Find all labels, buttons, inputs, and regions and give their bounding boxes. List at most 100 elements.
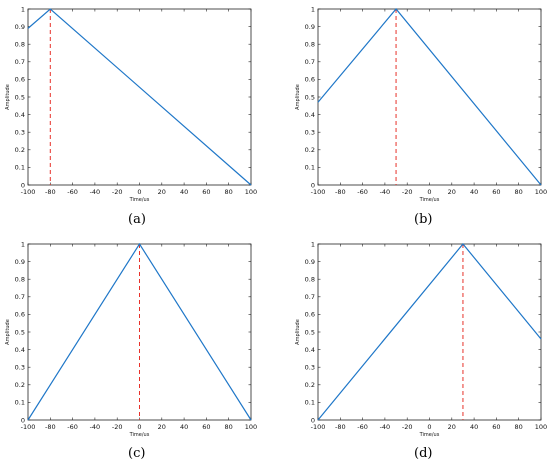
y-tick-label: 0.6: [305, 76, 315, 84]
y-tick-label: 1: [311, 5, 315, 13]
x-tick-label: 0: [137, 423, 141, 431]
y-tick-label: 0.3: [305, 364, 315, 372]
y-tick-label: 0.7: [305, 58, 315, 66]
y-tick-label: 0.3: [305, 129, 315, 137]
x-tick-label: 20: [158, 188, 166, 196]
y-tick-label: 0.2: [15, 146, 25, 154]
x-tick-label: -40: [380, 423, 391, 431]
y-tick-label: 0.9: [305, 23, 315, 31]
y-tick-label: 0.7: [15, 293, 25, 301]
y-tick-label: 0.7: [15, 58, 25, 66]
x-tick-label: 80: [225, 423, 233, 431]
plot-frame: [317, 243, 542, 421]
x-tick-label: -40: [90, 188, 101, 196]
x-tick-label: 80: [225, 188, 233, 196]
y-tick-label: 0.4: [15, 346, 25, 354]
x-tick-label: 100: [245, 188, 257, 196]
y-tick-label: 0.2: [305, 146, 315, 154]
y-tick-label: 0.5: [305, 328, 315, 336]
x-tick-label: -100: [21, 423, 36, 431]
y-axis-label: Amplitude: [295, 84, 301, 110]
y-axis-label: Amplitude: [5, 319, 11, 345]
y-tick-label: 0.5: [305, 93, 315, 101]
series-line: [27, 8, 252, 186]
y-tick-label: 0.8: [305, 41, 315, 49]
y-tick-label: 0.6: [15, 311, 25, 319]
x-tick-label: 100: [535, 188, 547, 196]
x-tick-label: -40: [380, 188, 391, 196]
x-tick-label: -20: [112, 188, 123, 196]
y-tick-label: 0: [21, 416, 25, 424]
x-tick-label: 0: [427, 423, 431, 431]
y-tick-label: 0.5: [15, 328, 25, 336]
y-tick-label: 1: [21, 5, 25, 13]
x-tick-label: 60: [492, 188, 500, 196]
y-tick-label: 0.4: [305, 346, 315, 354]
x-tick-label: 20: [448, 188, 456, 196]
x-tick-label: -80: [335, 188, 346, 196]
x-tick-label: 40: [470, 188, 478, 196]
y-tick-label: 0.5: [15, 93, 25, 101]
x-axis-label: Time/us: [419, 432, 440, 438]
y-tick-label: 1: [21, 240, 25, 248]
y-tick-label: 0.9: [305, 258, 315, 266]
y-tick-label: 0.6: [305, 311, 315, 319]
x-tick-label: -100: [311, 188, 326, 196]
chart-panel-b: -100 -80 -60 -40 -20 0 20 40 60 80 100 0 0.1 0.2 0.3 0.…: [295, 5, 547, 203]
y-tick-label: 0: [311, 416, 315, 424]
y-tick-label: 0: [21, 181, 25, 189]
y-tick-label: 1: [311, 240, 315, 248]
x-tick-label: 0: [427, 188, 431, 196]
x-tick-label: 60: [202, 188, 210, 196]
series-line: [317, 243, 542, 421]
x-tick-label: -100: [311, 423, 326, 431]
y-tick-label: 0.8: [305, 276, 315, 284]
panel-label-d: (d): [414, 446, 433, 461]
x-axis-label: Time/us: [419, 197, 440, 203]
x-tick-label: -60: [357, 423, 368, 431]
chart-panel-d: -100 -80 -60 -40 -20 0 20 40 60 80 100 0 0.1 0.2 0.3 0.…: [295, 240, 547, 438]
y-tick-label: 0.1: [15, 399, 25, 407]
y-tick-label: 0.8: [15, 276, 25, 284]
x-tick-label: -20: [112, 423, 123, 431]
x-tick-label: 20: [158, 423, 166, 431]
x-tick-label: 40: [470, 423, 478, 431]
series-line: [317, 8, 542, 186]
plot-frame: [317, 8, 542, 186]
y-tick-label: 0.7: [305, 293, 315, 301]
y-tick-label: 0.1: [305, 164, 315, 172]
y-tick-label: 0.1: [15, 164, 25, 172]
y-tick-label: 0.8: [15, 41, 25, 49]
y-tick-label: 0.3: [15, 129, 25, 137]
y-tick-label: 0.9: [15, 23, 25, 31]
x-tick-label: 60: [202, 423, 210, 431]
y-axis-label: Amplitude: [295, 319, 301, 345]
y-tick-label: 0.9: [15, 258, 25, 266]
x-tick-label: -60: [67, 423, 78, 431]
panel-label-a: (a): [128, 212, 146, 227]
x-tick-label: 100: [245, 423, 257, 431]
y-tick-label: 0: [311, 181, 315, 189]
chart-panel-a: -100 -80 -60 -40 -20 0 20 40 60 80 100 0 0.1 0.2 0.3 0.…: [5, 5, 257, 203]
x-axis-label: Time/us: [129, 432, 150, 438]
x-tick-label: -80: [45, 423, 56, 431]
x-tick-label: -20: [402, 423, 413, 431]
panel-label-c: (c): [128, 446, 146, 461]
x-tick-label: 40: [180, 423, 188, 431]
y-axis-label: Amplitude: [5, 84, 11, 110]
y-tick-label: 0.2: [305, 381, 315, 389]
panel-label-b: (b): [414, 212, 433, 227]
x-tick-label: 40: [180, 188, 188, 196]
x-tick-label: 80: [515, 188, 523, 196]
x-tick-label: 0: [137, 188, 141, 196]
x-tick-label: 80: [515, 423, 523, 431]
x-tick-label: -60: [357, 188, 368, 196]
x-tick-label: -20: [402, 188, 413, 196]
x-axis-label: Time/us: [129, 197, 150, 203]
x-tick-label: -40: [90, 423, 101, 431]
x-tick-label: 20: [448, 423, 456, 431]
plot-frame: [27, 8, 252, 186]
x-tick-label: -80: [335, 423, 346, 431]
x-tick-label: -100: [21, 188, 36, 196]
